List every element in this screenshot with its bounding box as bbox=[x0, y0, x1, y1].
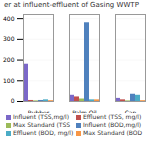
svg-text:Rubber: Rubber bbox=[28, 109, 50, 113]
html-text:Max Standard (TSS: Max Standard (TSS bbox=[13, 121, 71, 128]
html-text:er at influent-effluent of Gas: er at influent-effluent of Gasing WWTP bbox=[4, 1, 139, 9]
html-text:Influent (TSS,mg/l): Influent (TSS,mg/l) bbox=[13, 113, 70, 120]
svg-text:0: 0 bbox=[11, 97, 15, 104]
svg-text:Palm Oil: Palm Oil bbox=[72, 109, 97, 113]
svg-text:300: 300 bbox=[3, 35, 15, 42]
html-text:Effluent (TSS, mg/l): Effluent (TSS, mg/l) bbox=[83, 113, 142, 120]
svg-text:100: 100 bbox=[3, 77, 15, 84]
svg-text:Can: Can bbox=[125, 109, 137, 113]
html-text:Effluent (BOD, mg/l): Effluent (BOD, mg/l) bbox=[13, 129, 74, 136]
html-text:Influent (BOD,mg/l): Influent (BOD,mg/l) bbox=[83, 121, 142, 128]
html-text:Max Standard (BOD: Max Standard (BOD bbox=[83, 129, 143, 136]
svg-text:200: 200 bbox=[3, 56, 15, 63]
svg-text:400: 400 bbox=[3, 15, 15, 22]
